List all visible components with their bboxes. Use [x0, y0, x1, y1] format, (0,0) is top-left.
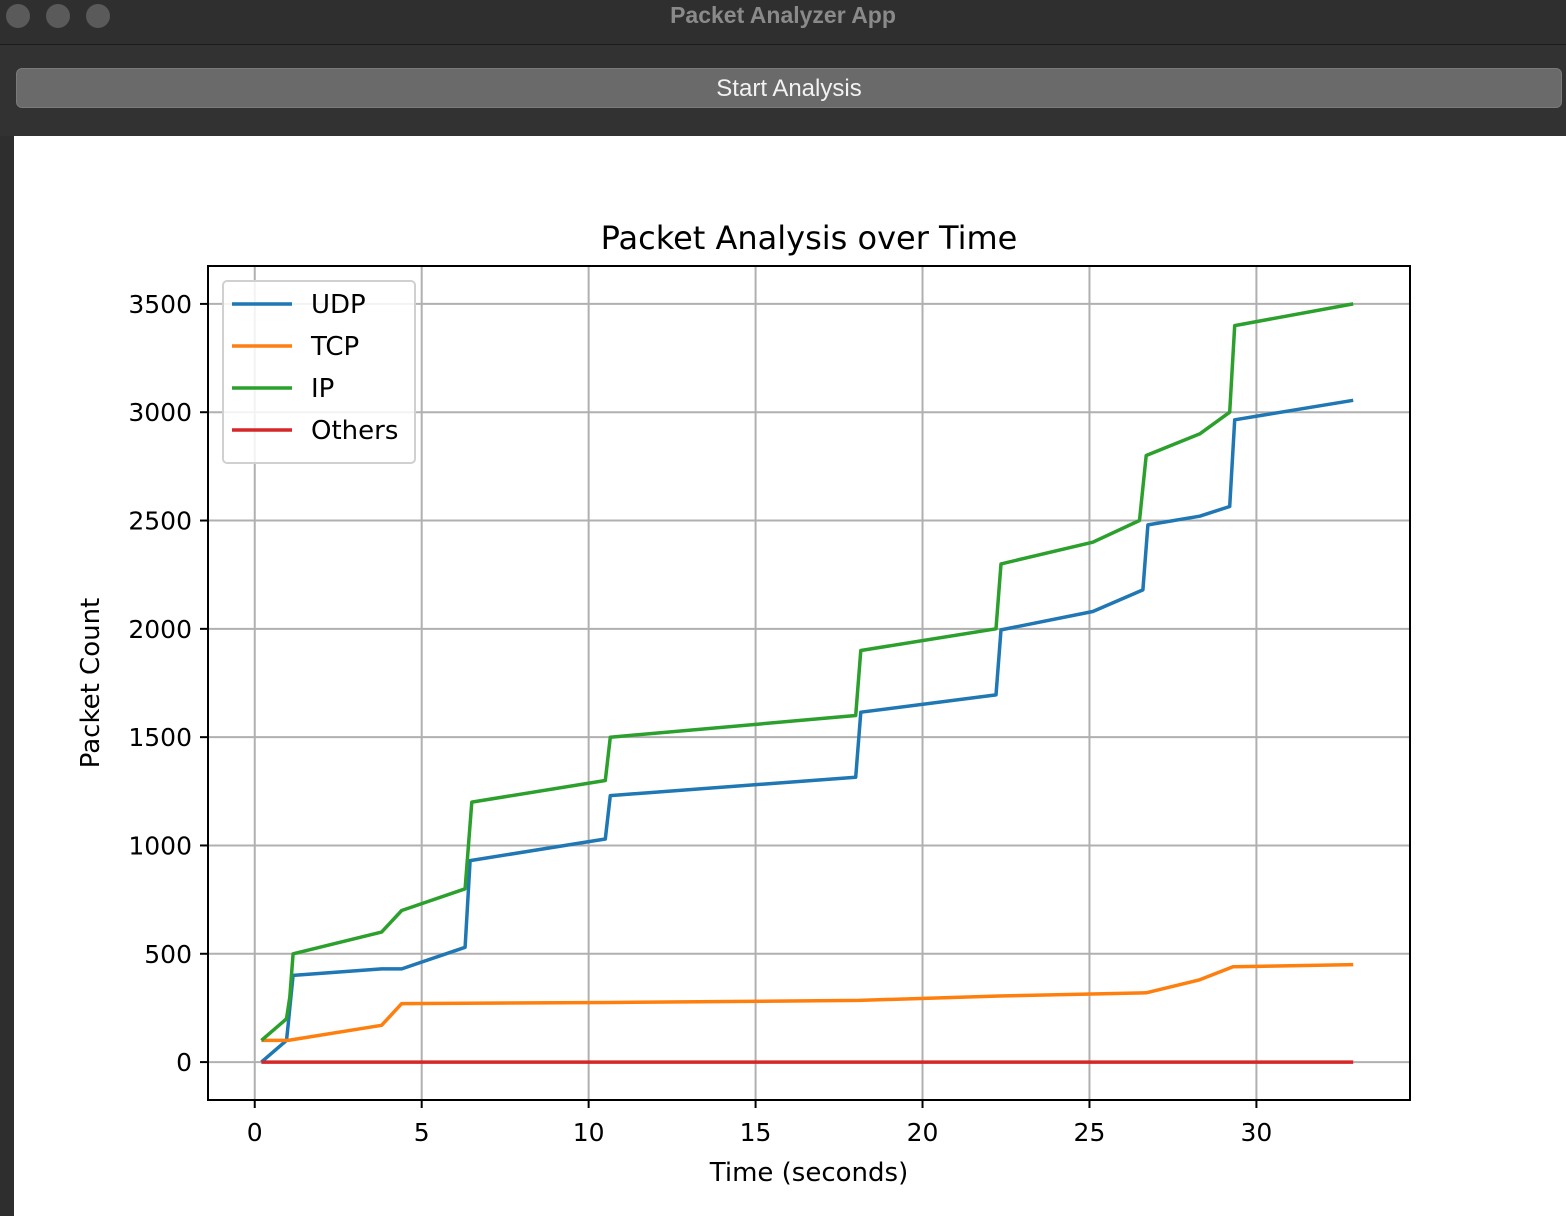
- legend-label-udp: UDP: [311, 290, 366, 320]
- x-axis-label: Time (seconds): [709, 1158, 908, 1188]
- maximize-window-icon[interactable]: [86, 4, 110, 28]
- series-line-ip: [260, 302, 1354, 1042]
- x-tick-label: 5: [414, 1118, 430, 1147]
- legend-box: [222, 280, 416, 464]
- x-tick-label: 30: [1241, 1118, 1273, 1147]
- y-tick-label: 500: [144, 940, 192, 969]
- chart-title: Packet Analysis over Time: [601, 219, 1018, 257]
- x-tick-label: 15: [740, 1118, 772, 1147]
- y-tick-label: 3000: [128, 398, 192, 427]
- start-analysis-button[interactable]: Start Analysis: [16, 68, 1562, 108]
- legend-label-ip: IP: [311, 374, 334, 404]
- plot-frame: [207, 265, 1411, 1101]
- series-line-udp: [260, 398, 1354, 1064]
- y-tick-label: 2000: [128, 615, 192, 644]
- x-tick-label: 20: [907, 1118, 939, 1147]
- y-tick-label: 2500: [128, 507, 192, 536]
- window-titlebar: Packet Analyzer App: [0, 0, 1566, 45]
- minimize-window-icon[interactable]: [46, 4, 70, 28]
- y-tick-label: 1500: [128, 723, 192, 752]
- series-line-tcp: [261, 962, 1354, 1043]
- x-tick-label: 25: [1074, 1118, 1106, 1147]
- y-axis-label: Packet Count: [76, 598, 106, 769]
- x-tick-label: 0: [247, 1118, 263, 1147]
- close-window-icon[interactable]: [6, 4, 30, 28]
- window-title: Packet Analyzer App: [670, 2, 896, 28]
- y-tick-label: 1000: [128, 831, 192, 860]
- legend-label-others: Others: [311, 416, 398, 446]
- y-tick-label: 0: [176, 1048, 192, 1077]
- x-tick-label: 10: [573, 1118, 605, 1147]
- legend-label-tcp: TCP: [310, 332, 359, 362]
- y-tick-label: 3500: [128, 290, 192, 319]
